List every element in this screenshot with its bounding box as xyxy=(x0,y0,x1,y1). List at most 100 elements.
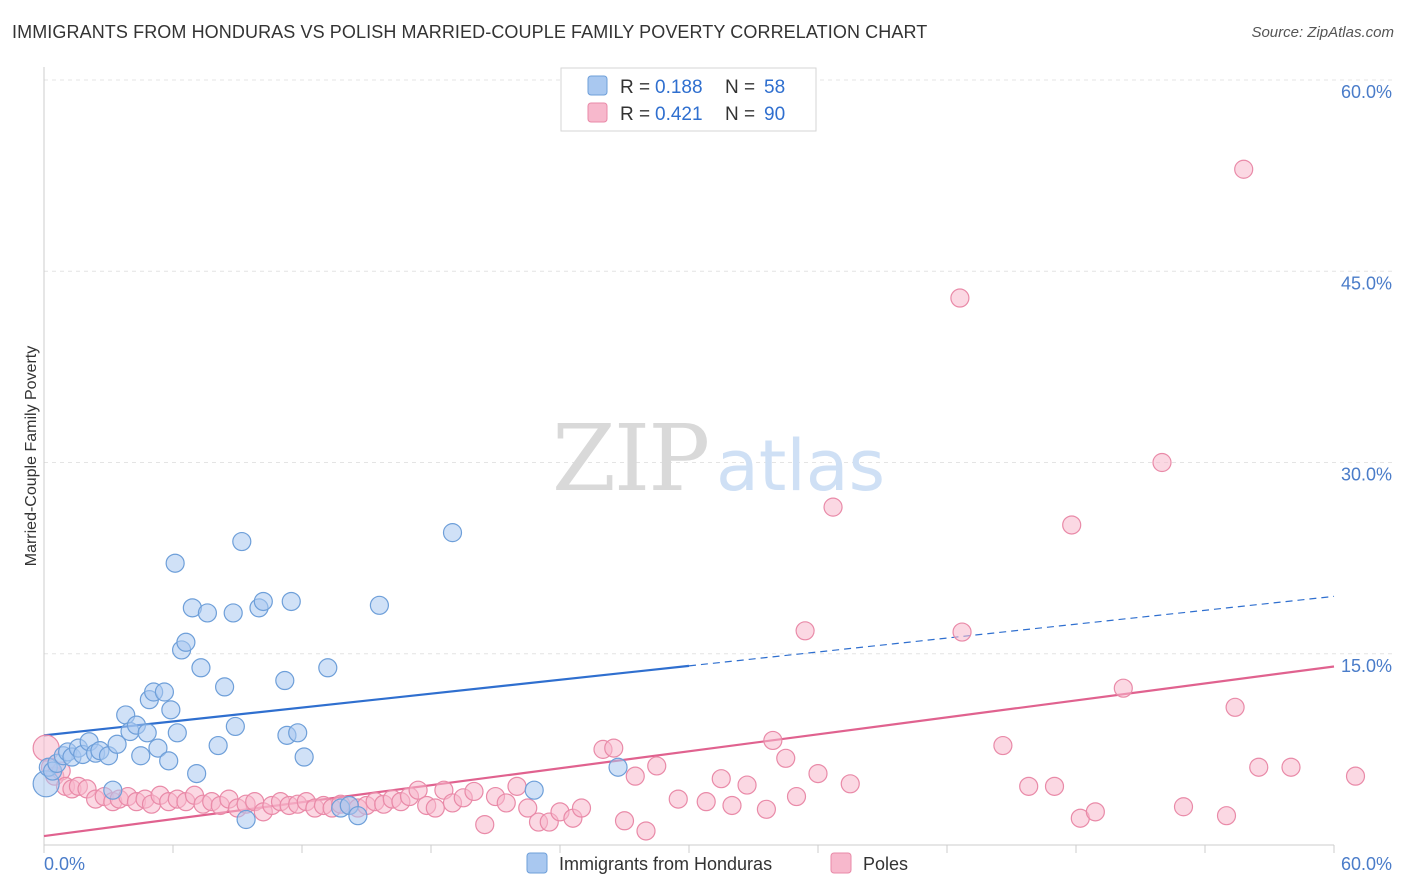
data-point-honduras xyxy=(288,723,308,743)
data-point-poles xyxy=(696,792,716,812)
data-point-poles xyxy=(722,795,742,816)
data-point-honduras xyxy=(137,723,157,743)
legend-label-honduras[interactable]: Immigrants from Honduras xyxy=(559,854,772,874)
data-point-poles xyxy=(1113,678,1133,698)
watermark-atlas: atlas xyxy=(716,425,885,507)
stats-swatch-poles xyxy=(587,102,608,123)
data-point-honduras xyxy=(191,658,211,678)
stats-swatch-honduras xyxy=(587,75,608,96)
data-point-honduras xyxy=(161,700,181,720)
data-point-honduras xyxy=(131,746,151,766)
bottom-legend: Immigrants from Honduras Poles xyxy=(526,852,908,874)
data-point-poles xyxy=(425,798,445,818)
data-point-poles xyxy=(952,622,972,642)
data-point-honduras xyxy=(103,780,123,800)
data-point-poles xyxy=(795,621,815,641)
data-point-poles xyxy=(786,786,807,807)
data-point-honduras xyxy=(225,716,245,737)
data-point-honduras xyxy=(281,591,301,612)
y-tick-label: 15.0% xyxy=(1341,656,1392,676)
data-point-honduras xyxy=(318,658,338,678)
data-point-honduras xyxy=(215,677,235,697)
data-point-poles xyxy=(496,793,516,813)
data-point-poles xyxy=(1152,452,1172,473)
data-point-honduras xyxy=(442,523,463,543)
stats-r-label-poles: R = xyxy=(620,104,650,125)
data-point-poles xyxy=(1019,776,1039,796)
data-point-poles xyxy=(840,774,860,794)
series-honduras-points xyxy=(32,523,628,830)
stats-n-value-honduras: 58 xyxy=(764,77,785,98)
y-tick-labels: 15.0% 30.0% 45.0% 60.0% xyxy=(1341,82,1392,676)
data-point-poles xyxy=(1085,802,1105,822)
trend-line-honduras-dashed xyxy=(688,595,1335,667)
data-point-honduras xyxy=(253,591,273,612)
data-point-poles xyxy=(636,821,656,841)
source-label: Source: ZipAtlas.com xyxy=(1251,24,1394,41)
y-tick-label: 60.0% xyxy=(1341,82,1392,102)
data-point-honduras xyxy=(348,806,368,826)
data-point-honduras xyxy=(159,751,179,771)
data-point-poles xyxy=(604,738,624,758)
data-point-poles xyxy=(1173,797,1194,817)
data-point-honduras xyxy=(197,603,217,623)
x-tick-label-min: 0.0% xyxy=(44,854,85,874)
data-point-honduras xyxy=(524,780,544,800)
data-point-honduras xyxy=(236,809,256,830)
data-point-poles xyxy=(475,814,495,835)
stats-r-value-honduras: 0.188 xyxy=(655,77,703,98)
data-point-poles xyxy=(668,789,688,809)
legend-label-poles[interactable]: Poles xyxy=(863,854,908,874)
data-point-poles xyxy=(950,288,970,308)
data-point-poles xyxy=(1234,159,1254,179)
legend-swatch-poles[interactable] xyxy=(830,852,852,874)
data-point-poles xyxy=(711,769,731,789)
data-point-poles xyxy=(518,798,538,818)
data-point-honduras xyxy=(165,553,185,573)
data-point-honduras xyxy=(275,670,295,691)
data-point-honduras xyxy=(107,734,127,754)
data-point-honduras xyxy=(232,531,252,552)
data-point-poles xyxy=(1044,776,1065,796)
data-point-poles xyxy=(823,497,843,517)
stats-n-label-honduras: N = xyxy=(725,77,755,98)
data-point-honduras xyxy=(608,757,628,777)
data-point-poles xyxy=(507,776,527,796)
data-point-honduras xyxy=(176,632,196,652)
data-point-poles xyxy=(1345,766,1366,786)
x-tick-label-max: 60.0% xyxy=(1341,854,1392,874)
data-point-poles xyxy=(571,798,592,818)
data-point-poles xyxy=(1216,806,1237,826)
data-point-poles xyxy=(1062,515,1082,535)
data-point-honduras xyxy=(369,595,389,615)
y-axis-label: Married-Couple Family Poverty xyxy=(23,346,40,567)
data-point-poles xyxy=(776,748,796,768)
tick-marks xyxy=(43,845,1335,853)
data-point-honduras xyxy=(187,763,207,784)
data-point-honduras xyxy=(148,738,168,758)
data-point-poles xyxy=(625,766,645,786)
x-tick-labels: 0.0% 60.0% xyxy=(44,854,1392,874)
data-point-honduras xyxy=(167,723,187,743)
data-point-poles xyxy=(808,763,828,784)
legend-swatch-honduras[interactable] xyxy=(526,852,548,874)
chart-title: IMMIGRANTS FROM HONDURAS VS POLISH MARRI… xyxy=(12,22,928,42)
stats-r-value-poles: 0.421 xyxy=(655,104,703,125)
watermark: ZIP atlas xyxy=(552,405,885,512)
data-point-honduras xyxy=(154,682,174,702)
stats-n-value-poles: 90 xyxy=(764,104,785,125)
y-tick-label: 30.0% xyxy=(1341,465,1392,485)
trend-line-honduras-solid xyxy=(43,664,690,737)
data-point-poles xyxy=(756,799,777,819)
data-point-poles xyxy=(1225,697,1245,717)
data-point-poles xyxy=(464,781,484,802)
data-point-poles xyxy=(737,775,757,795)
stats-n-label-poles: N = xyxy=(725,104,755,125)
data-point-poles xyxy=(408,780,428,800)
y-tick-label: 45.0% xyxy=(1341,273,1392,293)
data-point-poles xyxy=(614,811,635,831)
data-point-honduras xyxy=(294,747,314,767)
data-point-poles xyxy=(647,756,667,776)
data-point-poles xyxy=(1249,757,1269,777)
